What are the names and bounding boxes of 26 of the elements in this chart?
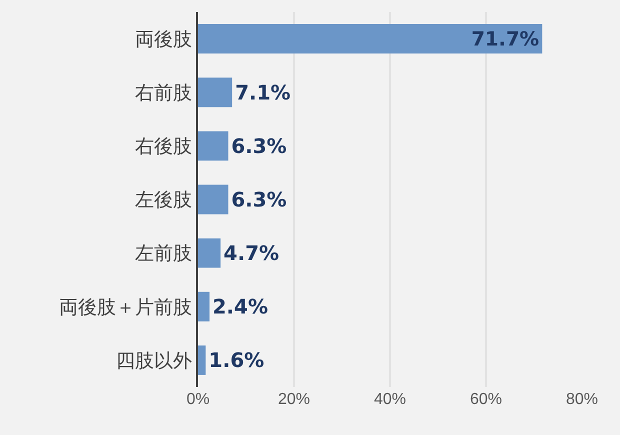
- y-tick-label: 右後肢: [135, 136, 192, 158]
- data-label: 4.7%: [224, 241, 280, 266]
- bar: [198, 184, 228, 214]
- data-label: 6.3%: [231, 134, 287, 158]
- y-tick-label: 左前肢: [135, 242, 192, 265]
- bar: [198, 131, 228, 161]
- data-label: 1.6%: [208, 348, 264, 372]
- y-tick-label: 右前肢: [135, 82, 192, 104]
- bar: [198, 78, 232, 108]
- x-tick-label: 0%: [186, 391, 210, 408]
- data-label: 71.7%: [471, 28, 540, 51]
- bar: [198, 345, 206, 375]
- x-tick-label: 20%: [278, 391, 310, 408]
- y-tick-label: 両後肢＋片前肢: [59, 296, 192, 318]
- x-tick-label: 60%: [470, 391, 502, 408]
- x-tick-label: 40%: [374, 391, 406, 408]
- data-label: 2.4%: [212, 294, 268, 319]
- y-tick-label: 四肢以外: [116, 350, 192, 372]
- bar: [198, 238, 221, 268]
- y-tick-label: 左後肢: [135, 189, 192, 212]
- y-tick-label: 両後肢: [135, 28, 192, 50]
- bar: [198, 292, 210, 322]
- data-label: 7.1%: [235, 80, 291, 104]
- x-tick-label: 80%: [566, 391, 598, 408]
- data-label: 6.3%: [231, 188, 287, 212]
- bar: [198, 24, 542, 54]
